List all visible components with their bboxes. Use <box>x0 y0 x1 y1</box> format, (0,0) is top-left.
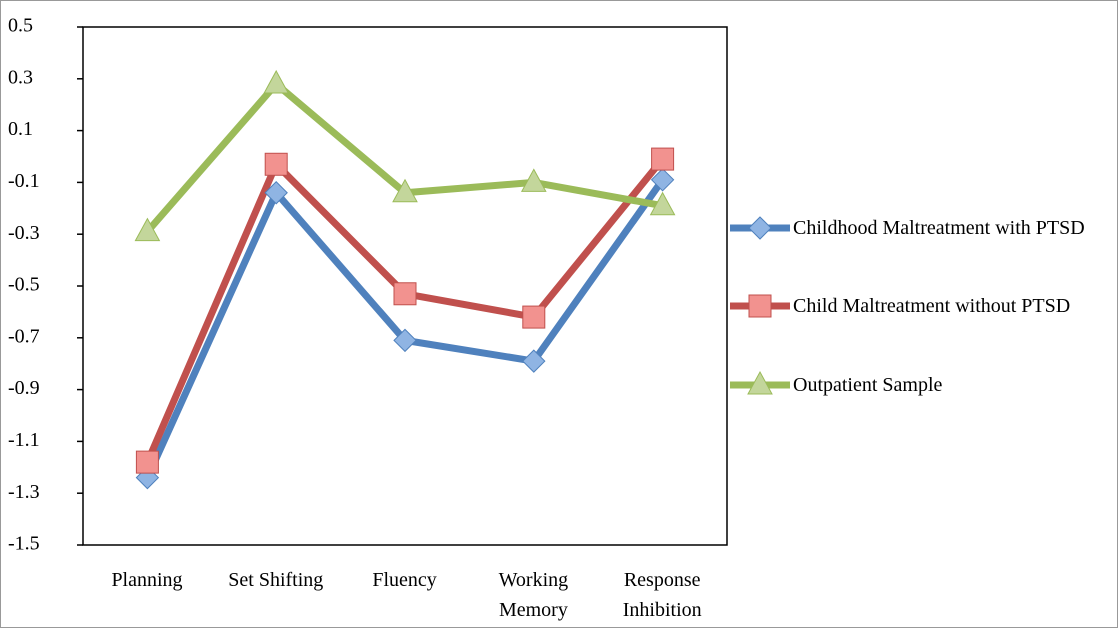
x-tick-label: Set Shifting <box>228 569 324 591</box>
y-tick-label: 0.1 <box>8 118 33 140</box>
y-tick-label: -0.3 <box>8 222 40 244</box>
marker <box>393 282 417 306</box>
x-tick-label: Response Inhibition <box>622 569 702 621</box>
marker <box>134 217 161 242</box>
legend-marker <box>748 294 772 318</box>
marker <box>520 168 547 192</box>
marker <box>650 168 675 192</box>
series-line <box>144 80 664 234</box>
y-tick-label: -1.1 <box>8 429 40 451</box>
marker <box>522 349 546 373</box>
x-tick-label: Fluency <box>372 569 437 591</box>
y-tick-label: 0.5 <box>8 15 33 37</box>
marker <box>135 450 159 474</box>
legend-marker <box>747 370 773 395</box>
marker <box>392 178 418 203</box>
x-tick-label: Planning <box>111 569 183 591</box>
y-tick-label: -1.3 <box>8 481 40 503</box>
legend-label: Outpatient Sample <box>793 374 943 396</box>
marker <box>522 305 546 329</box>
y-tick-label: -0.5 <box>8 274 40 296</box>
legend-label: Childhood Maltreatment with PTSD <box>793 217 1085 239</box>
legend-marker <box>748 216 772 240</box>
marker <box>264 181 288 205</box>
y-tick-label: -0.7 <box>8 325 40 347</box>
marker <box>264 152 288 176</box>
marker <box>651 147 675 171</box>
x-tick-label: Working Memory <box>498 569 569 621</box>
marker <box>263 69 290 94</box>
y-tick-label: -0.1 <box>8 170 40 192</box>
legend-label: Child Maltreatment without PTSD <box>793 295 1071 317</box>
y-tick-label: -1.5 <box>8 533 40 555</box>
y-tick-label: 0.3 <box>8 66 33 88</box>
marker <box>393 328 417 353</box>
marker <box>649 191 676 216</box>
y-tick-label: -0.9 <box>8 377 40 399</box>
